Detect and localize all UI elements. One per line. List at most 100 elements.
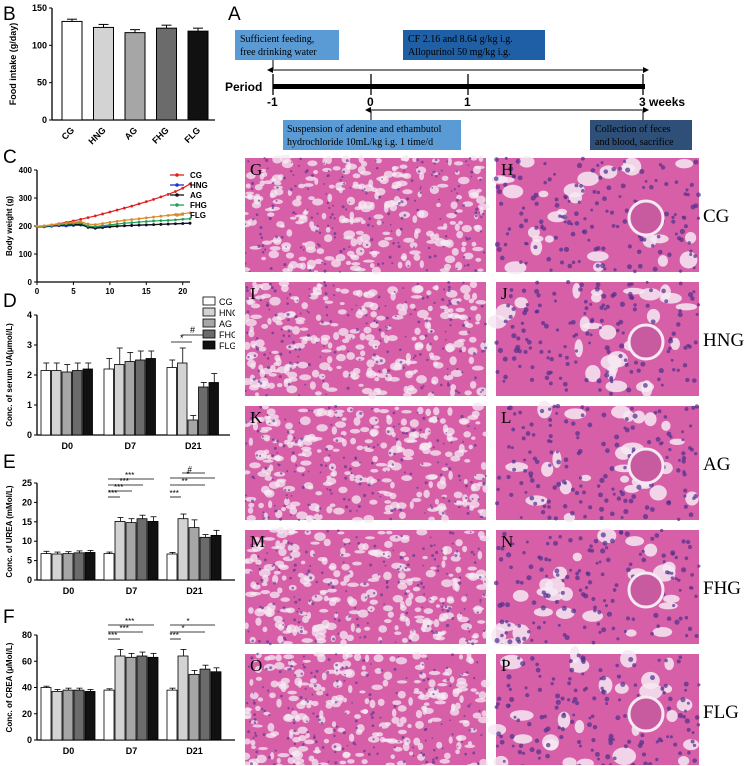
- d-bar-D7-FLG: [145, 358, 156, 436]
- c-xtick-label: 10: [105, 287, 114, 295]
- c-point-CG: [101, 212, 104, 216]
- f-bar-D21-FHG: [199, 668, 211, 741]
- e-xtick-label: D0: [63, 586, 75, 595]
- tissue-letter-J: J: [501, 284, 508, 303]
- e-bar-D0-FHG: [73, 552, 85, 581]
- d-bar-D21-CG: [166, 367, 177, 436]
- b-ytick-label: 0: [42, 115, 47, 125]
- c-legend-marker: [175, 213, 179, 217]
- d-bar-D7-HNG: [114, 364, 125, 436]
- crea-chart: F 0 20 40 60 80 Conc. of CREA (μMol/L) D0 D7 D21 *…: [3, 607, 235, 756]
- c-point-AG: [101, 226, 104, 230]
- timeline-box-collection: [590, 120, 692, 150]
- e-ytick-label: 10: [22, 536, 32, 546]
- c-point-AG: [108, 225, 112, 229]
- e-bar-D7-FLG: [147, 521, 159, 581]
- d-xtick-label: D0: [61, 441, 73, 451]
- e-bar-D21-AG: [188, 527, 200, 581]
- c-point-FLG: [152, 215, 155, 219]
- c-point-FHG: [174, 218, 177, 222]
- c-series-line-AG: [36, 222, 191, 229]
- tissue-letter-K: K: [250, 408, 263, 427]
- c-point-FHG: [137, 220, 141, 224]
- d-legend-swatch: [202, 318, 216, 328]
- c-point-FLG: [64, 221, 68, 225]
- f-ytick-label: 80: [22, 630, 32, 640]
- e-ytick-label: 20: [22, 497, 32, 507]
- e-ytick-label: 0: [27, 575, 32, 585]
- b-bar-FLG: [187, 30, 209, 121]
- d-bar-D0-HNG: [51, 370, 62, 436]
- e-sig-star4: ***: [125, 471, 134, 480]
- d-bar-D7-AG: [124, 361, 135, 436]
- d-ytick-label: 3: [27, 340, 32, 350]
- d-legend-label: FHG: [219, 330, 235, 340]
- timeline-box-adenine-line1: Suspension of adenine and ethambutol: [287, 124, 442, 135]
- group-label-HNG: HNG: [703, 330, 744, 351]
- c-point-FLG: [57, 222, 61, 226]
- f-bar-D7-HNG: [114, 655, 126, 741]
- tissue-letter-H: H: [501, 160, 513, 179]
- f-xtick-label: D0: [63, 746, 75, 756]
- d-sig-hash: #: [190, 325, 195, 335]
- c-point-FHG: [159, 219, 163, 223]
- period-label: Period: [225, 80, 262, 94]
- d-xtick-label: D21: [185, 441, 202, 451]
- d-legend-swatch: [202, 329, 216, 339]
- f-xtick-label: D7: [126, 746, 138, 756]
- f-sig-star4: ***: [170, 631, 179, 640]
- e-ytick-label: 25: [22, 478, 32, 488]
- b-ylabel: Food intake (g/day): [8, 23, 18, 106]
- group-label-FHG: FHG: [703, 578, 741, 599]
- c-point-AG: [137, 223, 141, 227]
- b-xtick-label: AG: [123, 125, 140, 142]
- c-point-AG: [166, 222, 170, 226]
- c-point-FLG: [130, 218, 134, 221]
- c-point-CG: [137, 202, 141, 206]
- top-arrow-right-head: [643, 67, 649, 73]
- c-point-FLG: [137, 217, 141, 221]
- panel-letter-a: A: [228, 4, 241, 25]
- tick-label-1: 1: [464, 95, 471, 109]
- e-xtick-label: D7: [126, 586, 138, 595]
- c-point-FLG: [79, 220, 83, 223]
- timeline-box-feeding-line1: Sufficient feeding,: [240, 34, 314, 45]
- f-bar-D7-AG: [125, 656, 137, 741]
- c-legend-marker: [175, 193, 179, 197]
- b-xtick-label: FLG: [182, 125, 202, 145]
- e-bar-D7-FHG: [136, 518, 148, 581]
- c-point-FHG: [108, 223, 112, 227]
- c-legend-label: AG: [190, 191, 202, 200]
- c-point-FLG: [72, 220, 75, 224]
- c-point-CG: [188, 182, 192, 186]
- f-sig-star3: ***: [125, 617, 134, 626]
- histology-panels: G H CG I J HNG K L AG M N FHG O P FLG: [245, 155, 744, 765]
- c-legend-label: HNG: [190, 181, 208, 190]
- c-xtick-label: 20: [178, 287, 187, 295]
- period-bar: [273, 84, 645, 89]
- c-point-FLG: [166, 213, 170, 217]
- tissue-letter-I: I: [250, 284, 256, 303]
- c-point-CG: [130, 204, 134, 208]
- e-bar-D0-CG: [40, 553, 52, 581]
- b-bar-AG: [124, 32, 146, 121]
- e-sig-star2: ***: [114, 483, 123, 492]
- timeline-box-adenine: [283, 120, 461, 150]
- b-bar-FHG: [156, 27, 177, 121]
- c-point-AG: [152, 223, 155, 226]
- tissue-letter-O: O: [250, 656, 262, 675]
- c-point-CG: [79, 217, 83, 221]
- e-bar-D7-HNG: [114, 521, 126, 581]
- c-point-FLG: [144, 216, 148, 220]
- c-point-CG: [108, 210, 112, 214]
- c-point-FLG: [101, 222, 104, 225]
- b-xtick-label: HNG: [87, 125, 108, 146]
- c-legend-marker: [175, 183, 179, 187]
- tick-label-0: 0: [367, 95, 374, 109]
- f-bar-D21-CG: [166, 689, 178, 741]
- tissue-image-L: [495, 400, 700, 523]
- e-bar-D21-FHG: [199, 536, 211, 581]
- group-label-FLG: FLG: [703, 702, 739, 723]
- e-sig-star1: ***: [108, 489, 117, 498]
